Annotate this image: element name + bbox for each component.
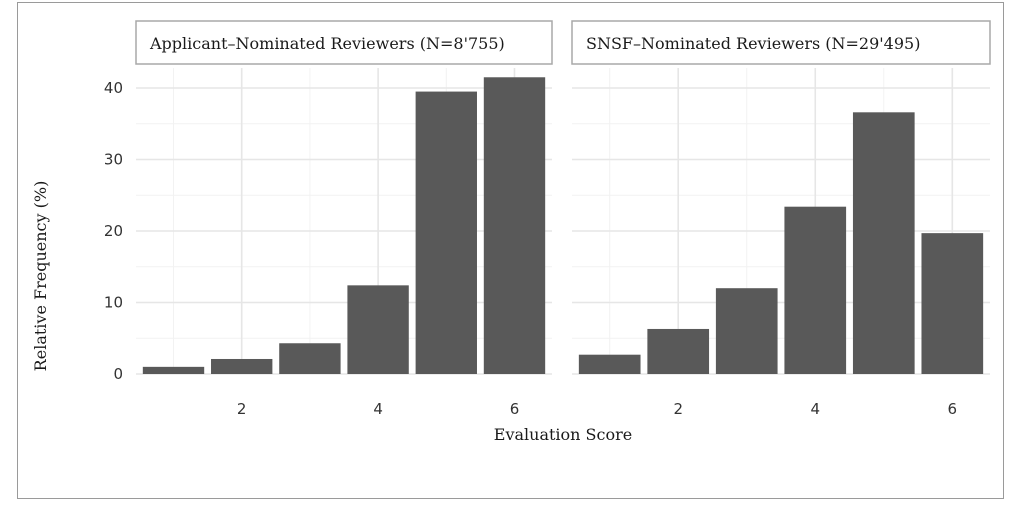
bar	[211, 359, 272, 374]
bar	[416, 92, 477, 374]
panel-title: Applicant–Nominated Reviewers (N=8'755)	[149, 34, 505, 53]
bar	[484, 77, 545, 374]
bar	[579, 355, 641, 374]
x-tick-label: 6	[948, 400, 958, 418]
y-axis-title: Relative Frequency (%)	[31, 181, 50, 372]
x-tick-label: 4	[810, 400, 820, 418]
bar	[647, 329, 709, 374]
bar	[279, 343, 340, 374]
bar	[784, 207, 846, 374]
y-tick-label: 20	[104, 222, 123, 240]
bar	[921, 233, 983, 374]
bar	[853, 112, 915, 374]
x-tick-label: 6	[510, 400, 520, 418]
bar	[716, 288, 778, 374]
y-tick-label: 30	[104, 151, 123, 169]
bar	[347, 285, 408, 374]
y-tick-label: 10	[104, 294, 123, 312]
y-tick-label: 0	[113, 365, 123, 383]
x-axis-title: Evaluation Score	[494, 425, 632, 444]
panel-title: SNSF–Nominated Reviewers (N=29'495)	[586, 34, 920, 53]
bar	[143, 367, 204, 374]
x-tick-label: 2	[673, 400, 683, 418]
y-tick-label: 40	[104, 79, 123, 97]
x-tick-label: 2	[237, 400, 247, 418]
x-tick-label: 4	[373, 400, 383, 418]
